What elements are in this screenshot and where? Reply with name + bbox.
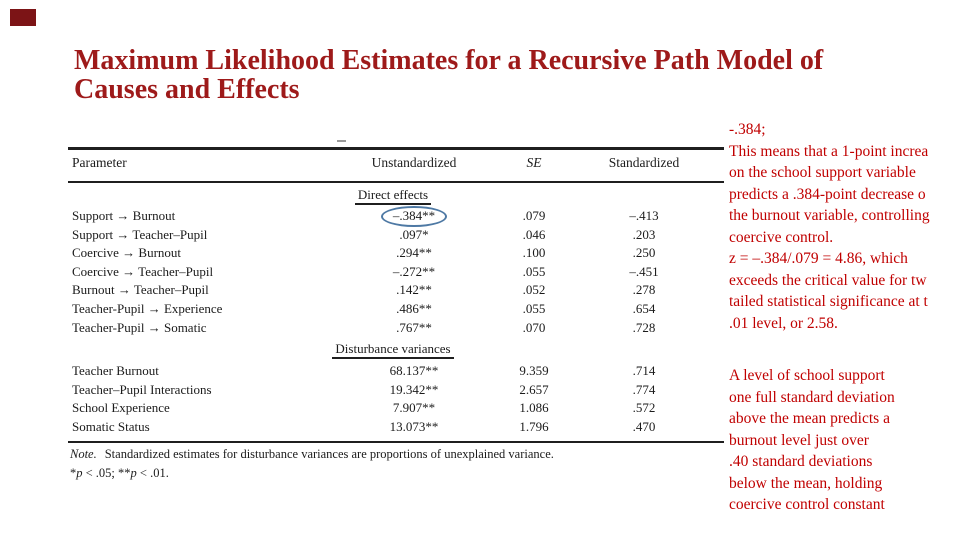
- row-standardized: .728: [632, 319, 656, 335]
- header-se: SE: [526, 155, 542, 170]
- table-header-row: Parameter Unstandardized SE Standardized: [62, 155, 724, 171]
- table-row: Burnout → Teacher–Pupil .142** .052 .278: [62, 281, 724, 300]
- row-se: .070: [522, 319, 546, 335]
- row-se: .055: [522, 263, 546, 279]
- annotation-line: one full standard deviation: [729, 388, 895, 406]
- row-parameter: Teacher-Pupil → Experience: [72, 300, 223, 316]
- path-model-table: Parameter Unstandardized SE Standardized…: [62, 131, 724, 503]
- row-parameter: School Experience: [72, 400, 170, 416]
- row-standardized: .203: [632, 226, 656, 242]
- table-row: Somatic Status 13.073** 1.796 .470: [62, 418, 724, 437]
- table-row: Teacher–Pupil Interactions 19.342** 2.65…: [62, 381, 724, 400]
- annotation-line: predicts a .384-point decrease o: [729, 185, 926, 203]
- row-standardized: .572: [632, 400, 656, 416]
- annotation-line: .40 standard deviations: [729, 453, 873, 470]
- row-unstandardized: .767**: [396, 319, 432, 335]
- row-parameter: Teacher–Pupil Interactions: [72, 381, 212, 397]
- section-label-disturbance-variances: Disturbance variances: [62, 341, 724, 359]
- annotation-line: coercive control constant: [729, 496, 885, 513]
- table-top-rule: [68, 147, 724, 150]
- row-parameter: Support → Burnout: [72, 208, 176, 223]
- note-label: Note.: [70, 447, 97, 461]
- annotation-line: A level of school support: [729, 367, 885, 384]
- row-se: 1.796: [519, 418, 549, 434]
- annotation-line: burnout level just over: [729, 431, 869, 449]
- slide-title-line1: Maximum Likelihood Estimates for a Recur…: [74, 45, 824, 76]
- table-row: Coercive → Teacher–Pupil –.272** .055 –.…: [62, 263, 724, 282]
- annotation-block-interpretation: -.384; This means that a 1-point increa …: [729, 119, 960, 334]
- row-unstandardized: 7.907**: [392, 400, 436, 416]
- row-unstandardized: 19.342**: [389, 381, 439, 397]
- table-row: Teacher-Pupil → Experience .486** .055 .…: [62, 300, 724, 319]
- annotation-line: on the school support variable: [729, 164, 916, 181]
- row-standardized: .278: [632, 282, 656, 298]
- row-parameter: Teacher-Pupil → Somatic: [72, 319, 207, 335]
- row-parameter: Coercive → Teacher–Pupil: [72, 263, 214, 279]
- annotation-block-standardized: A level of school support one full stand…: [729, 365, 960, 516]
- header-standardized: Standardized: [608, 155, 680, 170]
- row-unstandardized: –.272**: [392, 263, 436, 279]
- annotation-line: above the mean predicts a: [729, 410, 890, 427]
- row-unstandardized: .097*: [399, 226, 429, 242]
- row-unstandardized: 68.137**: [389, 363, 439, 378]
- row-parameter: Support → Teacher–Pupil: [72, 226, 208, 242]
- row-unstandardized: .142**: [396, 282, 432, 298]
- direct-effects-rows: Support → Burnout –.384** .079 –.413 Sup…: [62, 206, 724, 338]
- annotation-line: tailed statistical significance at t: [729, 293, 928, 310]
- row-unstandardized: .294**: [396, 245, 432, 261]
- significance-note: *p < .05; **p < .01.: [70, 466, 169, 480]
- slide-title: Maximum Likelihood Estimates for a Recur…: [74, 46, 954, 104]
- table-header-rule: [68, 181, 724, 183]
- row-parameter: Coercive → Burnout: [72, 245, 182, 261]
- row-se: 1.086: [519, 400, 549, 416]
- disturbance-variance-rows: Teacher Burnout 68.137** 9.359 .714 Teac…: [62, 362, 724, 436]
- section-label-direct-effects: Direct effects: [62, 187, 724, 205]
- row-se: .079: [522, 208, 546, 223]
- table-row: Coercive → Burnout .294** .100 .250: [62, 244, 724, 263]
- annotation-line: below the mean, holding: [729, 474, 883, 492]
- row-standardized: .714: [632, 363, 656, 378]
- header-parameter: Parameter: [72, 155, 127, 170]
- slide-accent-bar: [10, 9, 36, 26]
- row-se: 9.359: [519, 363, 549, 378]
- row-standardized: .470: [632, 418, 656, 434]
- highlight-ellipse: –.384**: [380, 206, 448, 227]
- row-standardized: .654: [632, 300, 656, 316]
- table-row: School Experience 7.907** 1.086 .572: [62, 399, 724, 418]
- row-parameter: Burnout → Teacher–Pupil: [72, 282, 209, 298]
- row-parameter: Teacher Burnout: [72, 363, 159, 378]
- row-unstandardized: –.384**: [324, 206, 504, 227]
- annotation-line: This means that a 1-point increa: [729, 142, 929, 160]
- row-standardized: –.451: [629, 263, 659, 279]
- row-unstandardized: 13.073**: [389, 418, 439, 434]
- table-row: Teacher Burnout 68.137** 9.359 .714: [62, 362, 724, 381]
- annotation-line: z = –.384/.079 = 4.86, which: [729, 250, 908, 267]
- row-unstandardized: .486**: [396, 300, 432, 316]
- row-standardized: –.413: [629, 208, 659, 223]
- row-se: .052: [522, 282, 546, 298]
- table-row: Support → Burnout –.384** .079 –.413: [62, 206, 724, 227]
- row-standardized: .250: [632, 245, 656, 261]
- table-row: Support → Teacher–Pupil .097* .046 .203: [62, 226, 724, 245]
- row-se: .100: [522, 245, 546, 261]
- note-text: Standardized estimates for disturbance v…: [104, 447, 554, 461]
- annotation-line: coercive control.: [729, 228, 834, 246]
- row-se: 2.657: [519, 381, 549, 397]
- scan-artifact-mark: [337, 140, 346, 142]
- row-standardized: .774: [632, 381, 656, 397]
- row-se: .046: [522, 226, 546, 242]
- annotation-line: the burnout variable, controlling: [729, 207, 930, 224]
- row-se: .055: [522, 300, 546, 316]
- table-note: Note. Standardized estimates for disturba…: [70, 447, 554, 462]
- annotation-line: -.384;: [729, 121, 766, 138]
- header-unstandardized: Unstandardized: [371, 155, 457, 170]
- table-bottom-rule: [68, 441, 724, 443]
- table-row: Teacher-Pupil → Somatic .767** .070 .728: [62, 319, 724, 338]
- annotation-line: exceeds the critical value for tw: [729, 271, 927, 289]
- slide-title-line2: Causes and Effects: [74, 74, 300, 105]
- annotation-line: .01 level, or 2.58.: [729, 314, 838, 332]
- row-parameter: Somatic Status: [72, 418, 150, 434]
